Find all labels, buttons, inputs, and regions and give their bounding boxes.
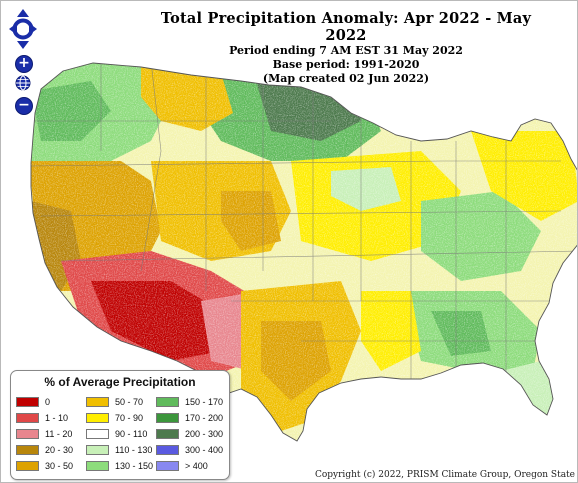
legend-swatch [156,429,179,439]
legend-entry: 30 - 50 [16,458,86,474]
us-outline [30,62,577,442]
legend-entry: 90 - 110 [86,426,156,442]
legend: % of Average Precipitation 0 1 - 10 11 - 2… [10,370,230,480]
legend-label: 1 - 10 [45,413,69,423]
legend-label: 110 - 130 [115,445,153,455]
map-title: Total Precipitation Anomaly: Apr 2022 - … [160,10,532,44]
legend-entry: 130 - 150 [86,458,156,474]
legend-swatch [16,397,39,407]
legend-swatch [86,429,109,439]
legend-entry: 50 - 70 [86,394,156,410]
state-boundaries [31,63,577,381]
legend-entry: 11 - 20 [16,426,86,442]
legend-label: 90 - 110 [115,429,148,439]
legend-swatch [86,445,109,455]
legend-swatch [156,397,179,407]
map-title-block: Total Precipitation Anomaly: Apr 2022 - … [151,10,541,86]
legend-entry: 20 - 30 [16,442,86,458]
legend-entry: 110 - 130 [86,442,156,458]
legend-label: 130 - 150 [115,461,154,471]
map-base-period: Base period: 1991-2020 [272,58,420,71]
legend-entry: 70 - 90 [86,410,156,426]
legend-label: 300 - 400 [185,445,224,455]
legend-swatch [16,413,39,423]
legend-label: 20 - 30 [45,445,74,455]
pan-arrows-icon[interactable] [9,9,37,49]
map-created-date: (Map created 02 Jun 2022) [262,72,430,85]
legend-swatch [86,413,109,423]
legend-label: 30 - 50 [45,461,74,471]
legend-swatch [156,413,179,423]
legend-swatch [156,445,179,455]
legend-label: 200 - 300 [185,429,224,439]
legend-swatch [16,461,39,471]
legend-entry: 200 - 300 [156,426,226,442]
globe-icon[interactable] [15,75,31,91]
legend-title: % of Average Precipitation [44,375,196,389]
legend-label: 0 [45,397,51,407]
copyright-notice: Copyright (c) 2022, PRISM Climate Group,… [314,470,575,480]
legend-grid: 0 1 - 10 11 - 20 20 - 30 30 - 50 50 - 70 70 - … [16,394,226,474]
legend-label: 170 - 200 [185,413,224,423]
legend-swatch [86,461,109,471]
legend-entry: 0 [16,394,86,410]
legend-label: 150 - 170 [185,397,224,407]
legend-entry: 300 - 400 [156,442,226,458]
legend-entry: > 400 [156,458,226,474]
map-period: Period ending 7 AM EST 31 May 2022 [229,44,463,57]
legend-swatch [156,461,179,471]
legend-swatch [16,429,39,439]
legend-entry: 150 - 170 [156,394,226,410]
legend-swatch [16,445,39,455]
legend-entry: 170 - 200 [156,410,226,426]
zoom-in-button[interactable]: + [15,55,33,73]
legend-label: > 400 [185,461,208,471]
legend-label: 70 - 90 [115,413,144,423]
zoom-control: + − [15,55,33,117]
legend-swatch [86,397,109,407]
legend-label: 50 - 70 [115,397,144,407]
legend-entry: 1 - 10 [16,410,86,426]
zoom-out-button[interactable]: − [15,97,33,115]
legend-label: 11 - 20 [45,429,73,439]
pan-control[interactable] [9,9,37,49]
